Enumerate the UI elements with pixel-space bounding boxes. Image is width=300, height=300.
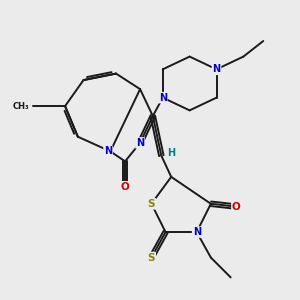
Text: S: S — [148, 199, 155, 209]
Text: O: O — [232, 202, 241, 212]
Text: N: N — [212, 64, 220, 74]
Text: N: N — [159, 93, 167, 103]
Text: S: S — [148, 253, 155, 262]
Text: H: H — [167, 148, 175, 158]
Text: O: O — [121, 182, 130, 192]
Text: N: N — [136, 138, 144, 148]
Text: CH₃: CH₃ — [13, 102, 29, 111]
Text: N: N — [104, 146, 112, 156]
Text: N: N — [193, 227, 201, 237]
